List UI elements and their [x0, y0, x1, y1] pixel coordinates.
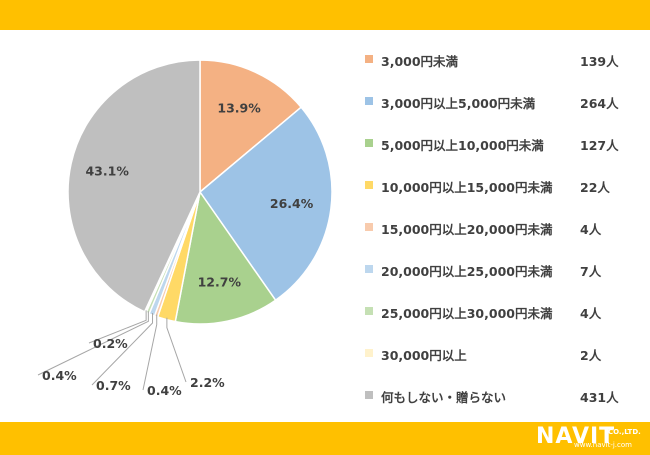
slice-label: 26.4%	[270, 196, 314, 211]
legend-count: 2人	[580, 348, 602, 363]
legend-swatch	[365, 55, 373, 63]
legend-count: 4人	[580, 306, 602, 321]
bottom-bar	[0, 422, 650, 455]
pie-slice	[198, 106, 333, 302]
pie-slice	[199, 59, 303, 194]
legend-item: 15,000円以上20,000円未満 4人	[365, 218, 645, 238]
legend-swatch	[365, 307, 373, 315]
slice-label: 43.1%	[85, 164, 129, 179]
legend-label: 20,000円以上25,000円未満	[381, 264, 553, 279]
legend-label: 15,000円以上20,000円未満	[381, 222, 553, 237]
legend-swatch	[365, 391, 373, 399]
legend-label: 3,000円未満	[381, 54, 459, 69]
legend-label: 30,000円以上	[381, 348, 467, 363]
legend-item: 30,000円以上 2人	[365, 344, 645, 364]
slice-label: 13.9%	[217, 100, 261, 115]
logo-suffix: CO.,LTD.	[608, 428, 641, 436]
leader-line	[88, 310, 147, 344]
legend-count: 431人	[580, 390, 619, 405]
legend-label: 5,000円以上10,000円未満	[381, 138, 544, 153]
legend-item: 10,000円以上15,000円未満 22人	[365, 176, 645, 196]
legend-count: 127人	[580, 138, 619, 153]
legend-item: 3,000円未満 139人	[365, 50, 645, 70]
slice-label: 2.2%	[190, 375, 225, 390]
legend-label: 3,000円以上5,000円未満	[381, 96, 536, 111]
legend-item: 何もしない・贈らない 431人	[365, 386, 645, 406]
leader-line	[91, 313, 154, 386]
navit-logo: NAVIT CO.,LTD. www.navit-j.com	[536, 424, 646, 452]
legend-label: 何もしない・贈らない	[381, 390, 507, 405]
leader-line	[166, 317, 187, 383]
legend-item: 20,000円以上25,000円未満 7人	[365, 260, 645, 280]
legend-count: 4人	[580, 222, 602, 237]
slice-label: 0.7%	[96, 378, 131, 393]
legend-count: 264人	[580, 96, 619, 111]
slice-label: 0.4%	[42, 368, 77, 383]
legend-count: 7人	[580, 264, 602, 279]
legend-count: 139人	[580, 54, 619, 69]
legend-item: 25,000円以上30,000円未満 4人	[365, 302, 645, 322]
slice-label: 0.2%	[93, 336, 128, 351]
legend-swatch	[365, 181, 373, 189]
logo-text: NAVIT	[536, 424, 616, 449]
slice-label: 12.7%	[198, 274, 242, 289]
slice-label: 0.4%	[147, 383, 182, 398]
legend-item: 5,000円以上10,000円未満 127人	[365, 134, 645, 154]
logo-url: www.navit-j.com	[574, 441, 632, 449]
legend-swatch	[365, 223, 373, 231]
legend-swatch	[365, 265, 373, 273]
legend-swatch	[365, 139, 373, 147]
legend-item: 3,000円以上5,000円未満 264人	[365, 92, 645, 112]
pie-slice	[67, 59, 201, 313]
top-bar	[0, 0, 650, 30]
leader-line	[142, 314, 158, 391]
legend-label: 10,000円以上15,000円未満	[381, 180, 553, 195]
legend-label: 25,000円以上30,000円未満	[381, 306, 553, 321]
pie-chart: 13.9% 26.4% 12.7% 2.2% 0.4% 0.7% 0.4% 0.2% 43.1%	[37, 59, 333, 398]
legend-count: 22人	[580, 180, 610, 195]
leader-line	[37, 311, 149, 376]
legend-swatch	[365, 349, 373, 357]
pie-slice	[174, 190, 277, 325]
legend-swatch	[365, 97, 373, 105]
